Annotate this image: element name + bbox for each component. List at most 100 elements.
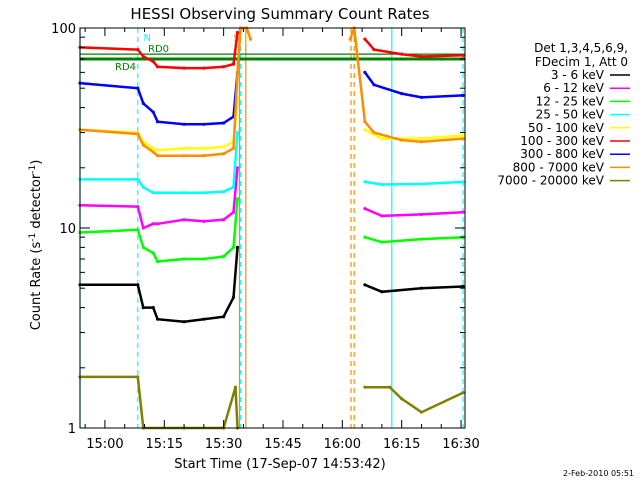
series-point — [233, 385, 238, 389]
x-tick-label: 15:30 — [205, 437, 242, 452]
series-point — [461, 180, 465, 184]
series-point — [151, 251, 155, 255]
series-point — [151, 222, 155, 226]
x-tick-label: 15:15 — [146, 437, 183, 452]
series-point — [136, 132, 140, 136]
y-label-sup: -1 — [28, 165, 38, 174]
series-point — [363, 207, 367, 211]
series-layer — [78, 26, 465, 430]
series-point — [202, 66, 206, 70]
series-point — [372, 130, 376, 135]
series-point — [155, 317, 160, 321]
series-point — [235, 30, 240, 35]
series-point — [155, 120, 160, 124]
x-tick-label: 15:00 — [86, 437, 123, 452]
legend-label: 3 - 6 keV — [551, 68, 605, 82]
series-point — [461, 391, 465, 395]
y-label-part: detector — [29, 173, 44, 233]
series-point — [141, 185, 145, 189]
y-label-part: Count Rate (s — [29, 242, 44, 331]
series-point — [231, 295, 236, 299]
series-point — [461, 53, 465, 57]
series-point — [182, 122, 186, 126]
series-point — [363, 70, 367, 74]
series-point — [400, 91, 404, 96]
series-point — [419, 95, 424, 99]
series-point — [400, 138, 404, 142]
series-point — [182, 66, 186, 70]
series-point — [136, 375, 140, 379]
series-point — [155, 191, 160, 195]
series-point — [419, 182, 424, 186]
series-point — [248, 37, 253, 41]
legend-label: 800 - 7000 keV — [513, 160, 605, 174]
series-point — [380, 290, 384, 294]
series-point — [380, 214, 384, 218]
series-point — [222, 65, 226, 69]
y-tick-label: 10 — [59, 222, 76, 237]
series-point — [202, 317, 206, 321]
series-point — [182, 218, 186, 222]
series-point — [136, 177, 140, 181]
reference-line-label: RD4 — [115, 62, 136, 73]
series-point — [419, 410, 424, 414]
legend-label: 50 - 100 keV — [528, 121, 605, 135]
series-point — [222, 190, 226, 194]
y-axis-label: Count Rate (s-1 detector-1) — [28, 160, 44, 331]
legend-label: 300 - 800 keV — [520, 147, 604, 161]
y-label-sup: -1 — [28, 233, 38, 242]
series-point — [363, 37, 367, 41]
series-point — [419, 136, 424, 141]
legend-label: 25 - 50 keV — [536, 108, 605, 122]
series-point — [419, 54, 424, 59]
series-line — [79, 198, 464, 263]
series-point — [155, 259, 160, 264]
legend-label: 7000 - 20000 keV — [497, 174, 604, 188]
series-point — [231, 62, 236, 66]
series-point — [461, 210, 465, 214]
series-point — [182, 257, 186, 261]
series-point — [141, 54, 145, 59]
series-point — [380, 240, 384, 244]
series-point — [151, 191, 155, 195]
series-point — [419, 286, 424, 290]
series-point — [363, 180, 367, 184]
series-point — [372, 47, 376, 52]
series-point — [141, 245, 145, 249]
series-point — [141, 226, 145, 230]
series-point — [136, 283, 140, 287]
series-point — [235, 166, 240, 170]
series-point — [202, 219, 206, 223]
series-point — [141, 101, 145, 105]
series-point — [202, 146, 206, 151]
series-point — [419, 212, 424, 216]
series-point — [141, 305, 145, 310]
series-point — [182, 191, 186, 195]
series-point — [151, 59, 155, 64]
series-point — [182, 320, 186, 324]
series-point — [151, 146, 155, 151]
series-point — [461, 133, 465, 138]
series-point — [222, 121, 226, 125]
series-point — [348, 37, 352, 41]
series-point — [231, 245, 236, 249]
series-point — [231, 185, 236, 189]
legend-header-line: Det 1,3,4,5,6,9, — [534, 41, 628, 55]
series-point — [231, 146, 236, 151]
legend: Det 1,3,4,5,6,9, FDecim 1, Att 0 3 - 6 k… — [497, 41, 630, 188]
series-point — [222, 152, 226, 156]
series-point — [388, 385, 392, 389]
series-point — [363, 283, 367, 287]
series-point — [400, 52, 404, 56]
series-point — [151, 150, 155, 154]
x-tick-label: 16:30 — [442, 437, 479, 452]
series-point — [461, 136, 465, 141]
series-point — [461, 93, 465, 98]
series-line — [80, 132, 464, 195]
series-point — [155, 148, 160, 152]
legend-label: 100 - 300 keV — [520, 134, 604, 148]
